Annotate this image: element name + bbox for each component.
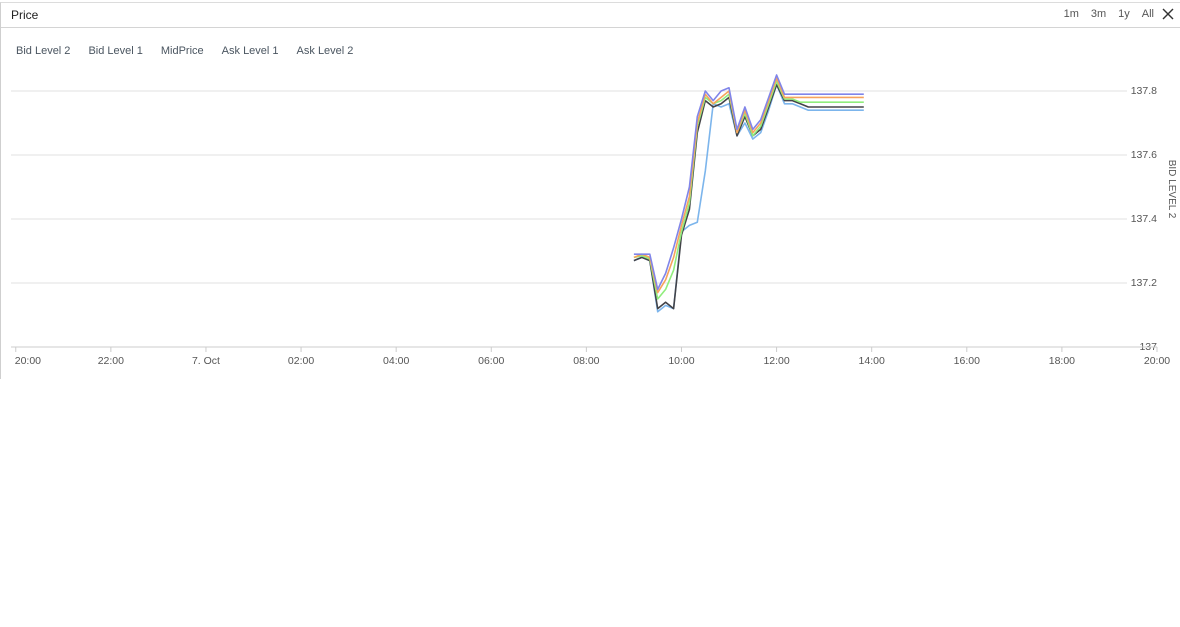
legend-item-midprice[interactable]: MidPrice: [160, 45, 204, 57]
legend-item-bid-level-2[interactable]: Bid Level 2: [16, 45, 71, 57]
x-tick-label-0: 20:00: [15, 355, 41, 367]
x-tick-label-11: 18:00: [1049, 355, 1075, 367]
price-chart-panel: Price 1m 3m 1y All Bid Level 2 Bid Level…: [0, 2, 1180, 379]
chart-legend: Bid Level 2 Bid Level 1 MidPrice Ask Lev…: [16, 45, 353, 57]
y-tick-label-2: 137.4: [1131, 213, 1157, 225]
close-icon[interactable]: [1161, 6, 1175, 22]
x-tick-label-10: 16:00: [954, 355, 980, 367]
range-1m-button[interactable]: 1m: [1063, 8, 1079, 20]
chart-titlebar: Price 1m 3m 1y All: [1, 3, 1180, 28]
x-tick-label-9: 14:00: [859, 355, 885, 367]
legend-item-ask-level-2[interactable]: Ask Level 2: [296, 45, 354, 57]
series-line-ask-level-2: [633, 74, 864, 291]
x-tick-label-4: 04:00: [383, 355, 409, 367]
range-1y-button[interactable]: 1y: [1118, 8, 1130, 20]
range-all-button[interactable]: All: [1141, 8, 1154, 20]
y-axis-title: BID LEVEL 2: [1166, 160, 1177, 219]
x-tick-label-1: 22:00: [98, 355, 124, 367]
x-tick-label-7: 10:00: [668, 355, 694, 367]
series-line-ask-level-1: [633, 77, 864, 294]
range-3m-button[interactable]: 3m: [1090, 8, 1107, 20]
y-tick-label-3: 137.6: [1131, 149, 1157, 161]
x-tick-label-8: 12:00: [763, 355, 789, 367]
x-tick-label-12: 20:00: [1144, 355, 1170, 367]
legend-item-bid-level-1[interactable]: Bid Level 1: [88, 45, 143, 57]
x-tick-label-3: 02:00: [288, 355, 314, 367]
legend-item-ask-level-1[interactable]: Ask Level 1: [221, 45, 279, 57]
x-tick-label-5: 06:00: [478, 355, 504, 367]
x-tick-label-6: 08:00: [573, 355, 599, 367]
range-selector: 1m 3m 1y All: [1064, 8, 1154, 20]
y-tick-label-4: 137.8: [1131, 85, 1157, 97]
panel-title: Price: [11, 8, 39, 22]
y-tick-label-1: 137.2: [1131, 277, 1157, 289]
series-line-midprice: [633, 80, 864, 300]
x-tick-label-2: 7. Oct: [192, 355, 220, 367]
